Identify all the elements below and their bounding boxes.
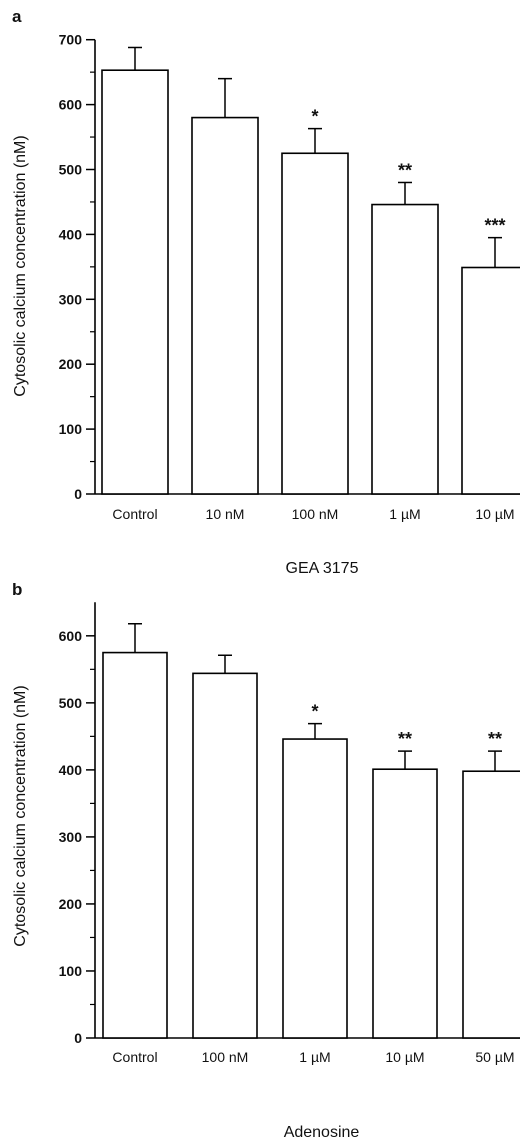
panel-b-y-tick-label: 100 [59, 963, 83, 979]
panel-b-significance-label: * [311, 702, 318, 722]
panel-a-y-axis-title: Cytosolic calcium concentration (nM) [12, 135, 29, 396]
panel-a-significance-label: * [311, 107, 318, 127]
panel-a-category-label: 100 nM [292, 506, 339, 522]
panel-a-y-tick-label: 700 [59, 32, 83, 48]
panel-b-y-tick-label: 200 [59, 896, 83, 912]
panel-b-y-tick-label: 0 [74, 1030, 82, 1046]
panel-a-bar [371, 203, 439, 495]
panel-a-y-tick-label: 600 [59, 97, 83, 113]
panel-b-x-axis-title: Adenosine [284, 1124, 360, 1141]
panel-b-y-tick-label: 600 [59, 628, 83, 644]
panel-a-category-label: 1 µM [389, 506, 420, 522]
panel-a-y-tick-label: 500 [59, 162, 83, 178]
panel-b-significance-label: ** [488, 729, 502, 749]
panel-b-y-tick-label: 500 [59, 695, 83, 711]
panel-a-category-label: Control [112, 506, 157, 522]
panel-a-y-tick-label: 100 [59, 421, 83, 437]
panel-a-category-label: 10 nM [206, 506, 245, 522]
panel-b-category-label: 1 µM [299, 1049, 330, 1065]
panel-b-category-label: Control [112, 1049, 157, 1065]
panel-a-significance-label: ** [398, 160, 412, 180]
panel-b-bar [282, 738, 348, 1039]
panel-b-bar [102, 651, 168, 1039]
panel-a-label: a [12, 7, 22, 26]
panel-b-bar [372, 768, 438, 1039]
panel-a-y-tick-label: 400 [59, 226, 83, 242]
panel-b-significance-label: ** [398, 729, 412, 749]
panel-a-bar [461, 266, 520, 495]
panel-a-x-axis-title: GEA 3175 [286, 560, 359, 577]
panel-a-bar [281, 152, 349, 495]
panel-a-y-tick-label: 300 [59, 291, 83, 307]
panel-b-y-tick-label: 400 [59, 762, 83, 778]
panel-a-category-label: 10 µM [475, 506, 514, 522]
panel-b-label: b [12, 580, 22, 599]
panel-b-y-axis-title: Cytosolic calcium concentration (nM) [12, 685, 29, 946]
panel-a-bar [101, 69, 169, 495]
panel-a-significance-label: *** [484, 216, 505, 236]
panel-b-y-tick-label: 300 [59, 829, 83, 845]
panel-a-y-tick-label: 200 [59, 356, 83, 372]
panel-b-bar [192, 672, 258, 1039]
panel-b-category-label: 50 µM [475, 1049, 514, 1065]
panel-b-bar [462, 770, 520, 1039]
panel-a-y-tick-label: 0 [74, 486, 82, 502]
panel-b-category-label: 10 µM [385, 1049, 424, 1065]
panel-a-bar [191, 116, 259, 495]
panel-b-chart: b 0 100 200 300 400 500 600 Control 100 nM 1 µM * 10… [12, 580, 520, 1141]
panel-a-chart: a 0 100 200 300 400 500 600 700 Control 10 nM 100 n… [12, 7, 520, 577]
panel-b-category-label: 100 nM [202, 1049, 249, 1065]
